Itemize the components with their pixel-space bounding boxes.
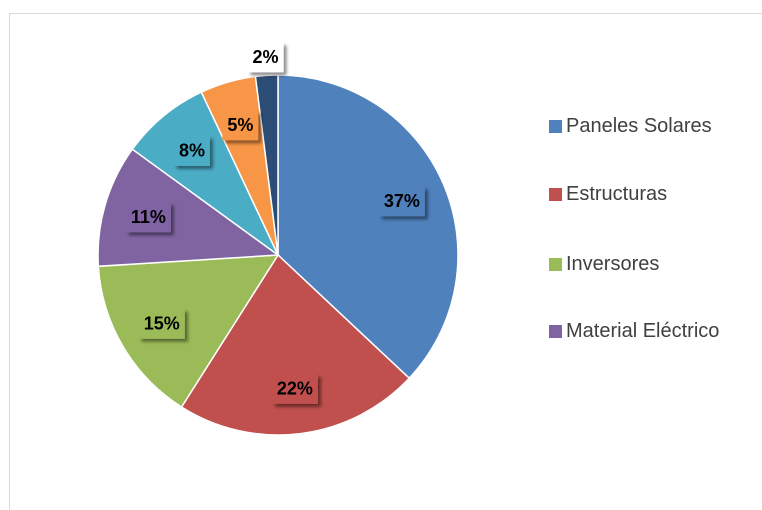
data-label-box bbox=[271, 373, 318, 404]
pie-slice bbox=[180, 253, 411, 436]
data-label-text: 2% bbox=[253, 47, 279, 67]
legend-item: Estructuras bbox=[549, 176, 724, 212]
data-label: 15% bbox=[138, 308, 185, 339]
data-label-box bbox=[138, 308, 185, 339]
data-label-text: 22% bbox=[277, 379, 313, 399]
pie-slice bbox=[254, 74, 279, 256]
data-label-box bbox=[125, 202, 171, 233]
data-label: 22% bbox=[271, 373, 318, 404]
data-label: 11% bbox=[125, 202, 171, 233]
legend-item: Paneles Solares bbox=[549, 108, 724, 144]
data-label-box bbox=[222, 110, 259, 141]
data-label-box bbox=[247, 42, 284, 73]
chart-frame bbox=[9, 13, 762, 510]
legend-label: Inversores bbox=[566, 253, 660, 275]
legend-swatch bbox=[549, 188, 562, 201]
legend-item: Inversores bbox=[549, 246, 724, 282]
data-label-text: 37% bbox=[384, 191, 420, 211]
pie-slice bbox=[97, 148, 281, 268]
data-label: 2% bbox=[247, 42, 284, 73]
legend-swatch bbox=[549, 325, 562, 338]
data-label: 5% bbox=[222, 110, 259, 141]
data-label-text: 5% bbox=[227, 115, 253, 135]
legend-label: Estructuras bbox=[566, 183, 668, 205]
legend-label: Paneles Solares bbox=[566, 115, 712, 137]
legend-swatch bbox=[549, 120, 562, 133]
data-label-box bbox=[378, 186, 425, 217]
data-label-text: 8% bbox=[179, 141, 205, 161]
data-label-text: 11% bbox=[131, 207, 166, 227]
legend-item: Material Eléctrico bbox=[549, 313, 724, 349]
pie-slice bbox=[97, 254, 280, 409]
data-label: 8% bbox=[173, 135, 210, 166]
data-label: 37% bbox=[378, 186, 425, 217]
pie-slice bbox=[131, 91, 279, 256]
legend-swatch bbox=[549, 258, 562, 271]
pie-slice bbox=[277, 74, 459, 380]
data-label-text: 15% bbox=[144, 313, 180, 333]
legend-label: Material Eléctrico bbox=[566, 320, 720, 342]
data-label-box bbox=[173, 135, 210, 166]
